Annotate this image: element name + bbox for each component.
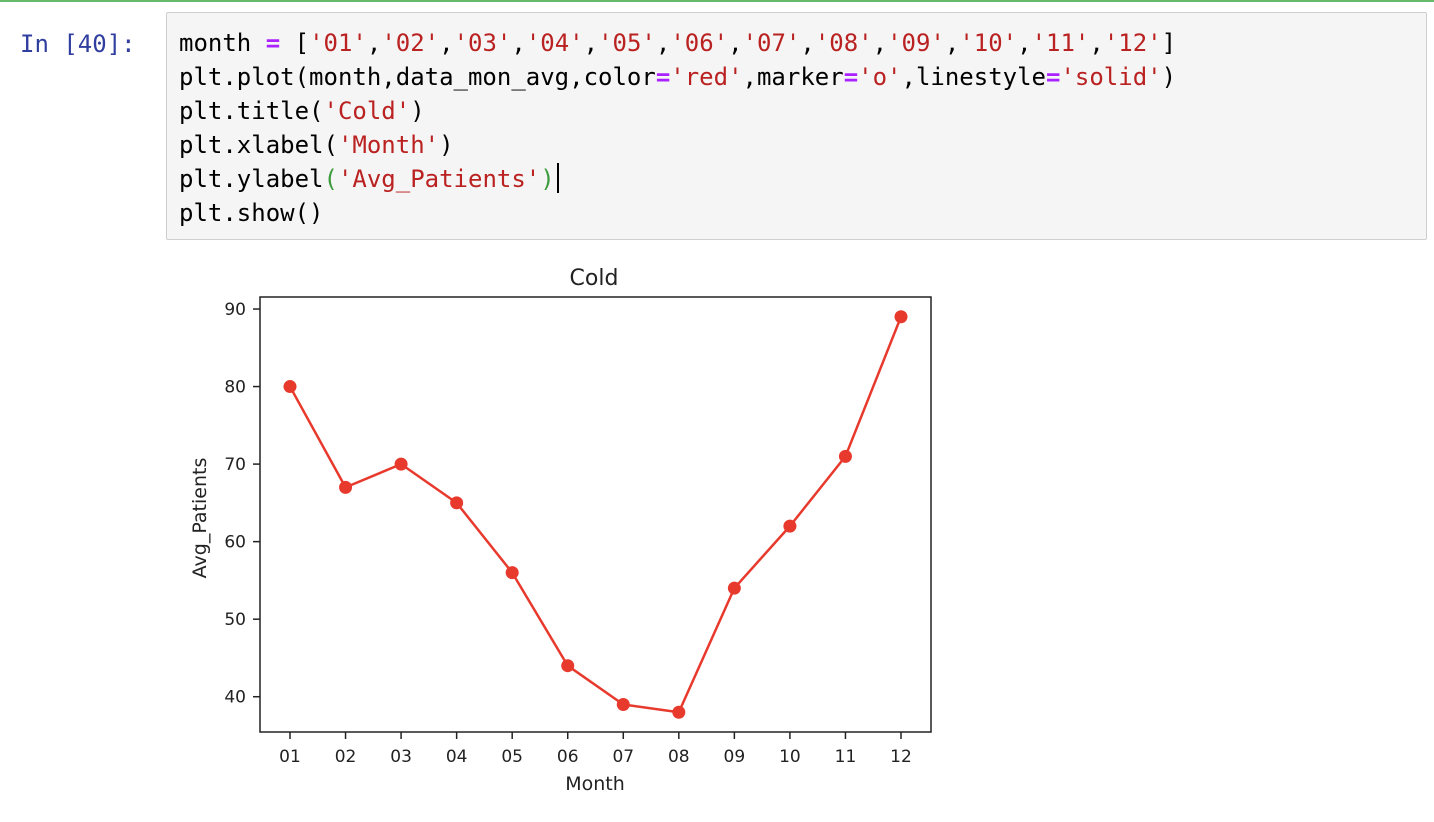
code-token: = <box>843 63 859 91</box>
code-token: , <box>728 29 743 57</box>
code-token: plt.xlabel( <box>179 131 338 159</box>
data-point <box>838 449 852 463</box>
code-token: month <box>179 29 266 57</box>
x-tick-label: 01 <box>279 747 301 767</box>
code-token: 'Avg_Patients' <box>337 165 541 193</box>
x-tick-label: 03 <box>390 747 412 767</box>
x-axis-label: Month <box>565 773 625 795</box>
code-token: ] <box>1161 29 1177 57</box>
data-point <box>283 380 297 394</box>
code-token: [ <box>280 29 310 57</box>
x-axis: 01 02 03 04 05 06 07 08 09 10 11 12 <box>279 732 912 767</box>
code-token: '02' <box>381 29 440 57</box>
code-token: ) <box>410 97 425 125</box>
code-line[interactable]: plt.title('Cold') <box>179 94 1176 128</box>
code-token: , <box>800 29 815 57</box>
code-line[interactable]: plt.xlabel('Month') <box>179 128 1176 162</box>
code-token: = <box>265 29 281 57</box>
y-tick-label: 80 <box>224 378 246 398</box>
code-token: , <box>1089 29 1104 57</box>
code-token: , <box>872 29 888 57</box>
y-tick-label: 70 <box>224 455 246 475</box>
data-point <box>561 659 575 673</box>
y-tick-label: 60 <box>224 533 246 553</box>
code-token: ,marker <box>742 63 844 91</box>
code-token: , <box>944 29 960 57</box>
code-token: , <box>583 29 599 57</box>
cell-selected-border <box>0 0 1434 2</box>
data-point <box>783 519 797 533</box>
y-tick-label: 40 <box>224 688 246 708</box>
y-axis: 40 50 60 70 80 90 <box>224 300 260 708</box>
code-token: , <box>1017 29 1032 57</box>
code-token: '06' <box>670 29 729 57</box>
code-token: , <box>439 29 454 57</box>
x-tick-label: 06 <box>557 747 579 767</box>
series-markers <box>283 310 908 719</box>
code-line[interactable]: plt.show() <box>179 196 1176 230</box>
code-token: '11' <box>1031 29 1090 57</box>
code-token: , <box>655 29 671 57</box>
code-token: = <box>655 63 671 91</box>
code-token: '10' <box>959 29 1018 57</box>
code-cell-input[interactable]: month = ['01','02','03','04','05','06','… <box>166 12 1427 240</box>
code-token: ) <box>439 131 454 159</box>
code-token: plt.ylabel <box>179 165 324 193</box>
code-token: '08' <box>814 29 873 57</box>
x-tick-label: 05 <box>501 747 523 767</box>
data-point <box>894 310 908 324</box>
code-token: plt.plot(month,data_mon_avg,color <box>179 63 656 91</box>
x-tick-label: 12 <box>890 747 912 767</box>
data-point <box>672 705 686 719</box>
y-tick-label: 50 <box>224 610 246 630</box>
code-token: 'o' <box>858 63 902 91</box>
code-token: '03' <box>453 29 512 57</box>
data-point <box>394 457 408 471</box>
code-token: ,linestyle <box>901 63 1047 91</box>
code-token: = <box>1046 63 1061 91</box>
data-point <box>450 496 464 510</box>
code-token: 'Cold' <box>323 97 411 125</box>
y-axis-label: Avg_Patients <box>189 458 211 579</box>
code-token: '12' <box>1103 29 1162 57</box>
code-editor[interactable]: month = ['01','02','03','04','05','06','… <box>179 26 1176 230</box>
code-token: , <box>511 29 526 57</box>
data-point <box>616 697 630 711</box>
code-token: '05' <box>598 29 656 57</box>
x-tick-label: 09 <box>724 747 746 767</box>
x-tick-label: 08 <box>668 747 690 767</box>
chart-title: Cold <box>570 266 619 291</box>
data-point <box>727 581 741 595</box>
x-tick-label: 11 <box>835 747 857 767</box>
cell-output: Cold 40 50 60 70 80 90 01 02 03 04 05 06 07 08 09 10 11… <box>166 250 966 815</box>
input-prompt: In [40]: <box>20 30 136 58</box>
code-token: ( <box>323 165 338 193</box>
code-token: plt.show() <box>179 199 324 227</box>
code-token: '04' <box>525 29 584 57</box>
code-token: 'red' <box>670 63 743 91</box>
x-tick-label: 10 <box>779 747 801 767</box>
code-token: '09' <box>887 29 945 57</box>
line-chart: Cold 40 50 60 70 80 90 01 02 03 04 05 06 07 08 09 10 11… <box>189 266 932 795</box>
code-token: , <box>366 29 382 57</box>
plot-area <box>259 296 932 733</box>
x-tick-label: 07 <box>612 747 634 767</box>
y-tick-label: 90 <box>224 300 246 320</box>
code-line[interactable]: plt.ylabel('Avg_Patients') <box>179 162 1176 196</box>
code-token: '07' <box>742 29 801 57</box>
x-tick-label: 02 <box>335 747 357 767</box>
data-point <box>339 480 353 494</box>
series-line <box>288 316 903 714</box>
data-point <box>505 566 519 580</box>
text-cursor <box>556 163 559 193</box>
code-token: ) <box>1161 63 1177 91</box>
code-token: 'solid' <box>1060 63 1162 91</box>
code-line[interactable]: plt.plot(month,data_mon_avg,color='red',… <box>179 60 1176 94</box>
code-token: ) <box>540 165 555 193</box>
x-tick-label: 04 <box>446 747 468 767</box>
code-line[interactable]: month = ['01','02','03','04','05','06','… <box>179 26 1176 60</box>
code-token: plt.title( <box>179 97 324 125</box>
code-token: 'Month' <box>337 131 440 159</box>
code-token: '01' <box>309 29 367 57</box>
